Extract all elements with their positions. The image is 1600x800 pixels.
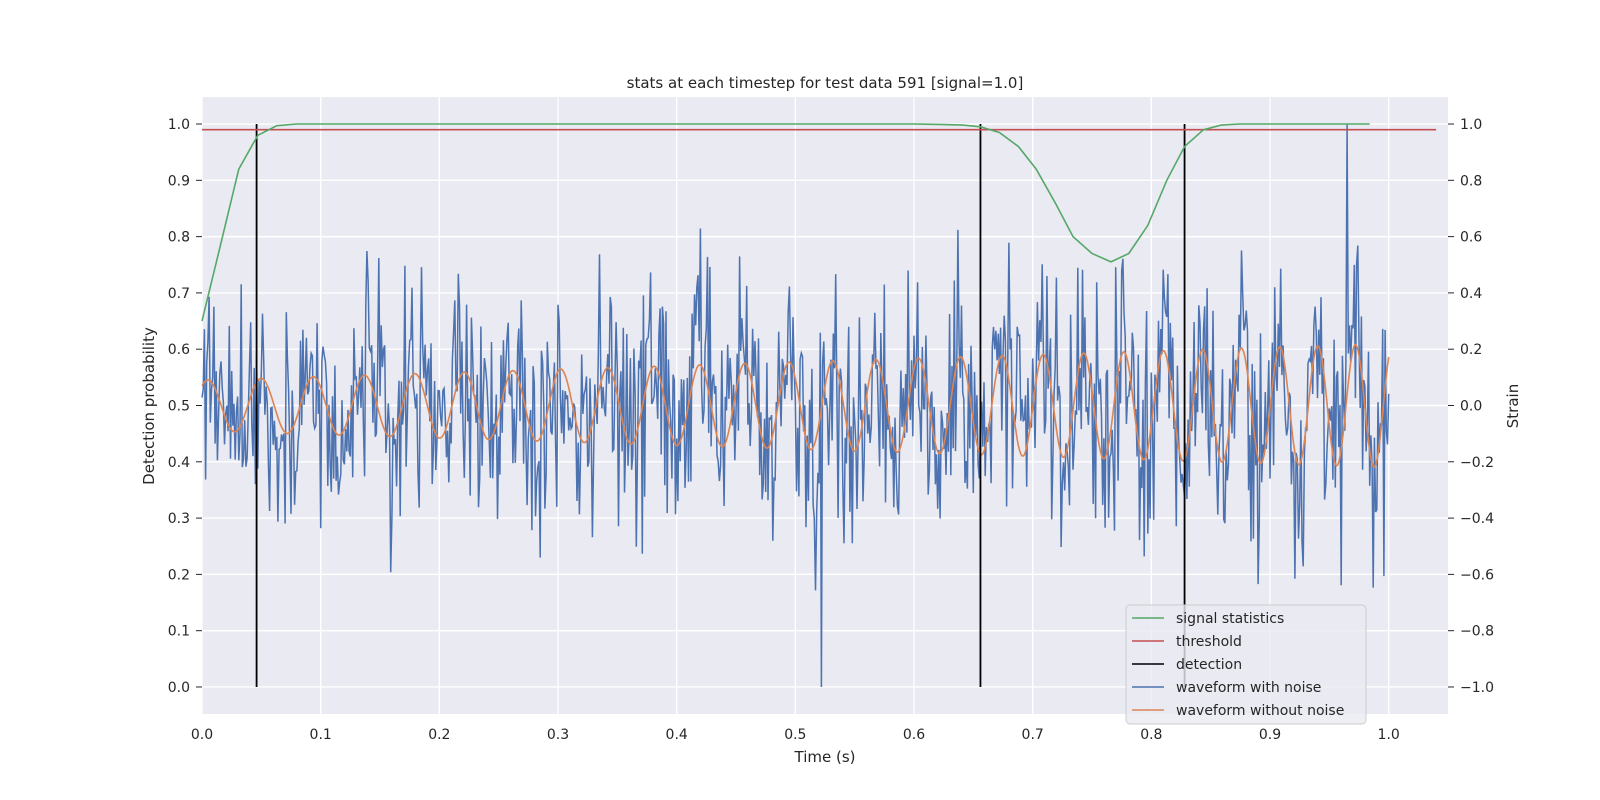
- legend-label-detection: detection: [1176, 657, 1242, 673]
- y2-tick-label: −0.8: [1460, 624, 1494, 640]
- y-tick-label: 0.9: [168, 173, 190, 189]
- y2-tick-label: 0.0: [1460, 399, 1482, 415]
- y-tick-label: 0.2: [168, 567, 190, 583]
- y-tick-label: 0.6: [168, 342, 190, 358]
- y2-tick-label: 0.2: [1460, 342, 1482, 358]
- y2-tick-label: −0.6: [1460, 567, 1494, 583]
- tick-labels: 0.0 0.1 0.2 0.3 0.4 0.5 0.6 0.7 0.8 0.9 1.0 0.0 0.1 0…: [168, 117, 1494, 743]
- x-tick-label: 0.7: [1022, 727, 1044, 743]
- y2-axis-label: Strain: [1504, 384, 1522, 428]
- y-tick-label: 0.8: [168, 230, 190, 246]
- y-tick-label: 0.7: [168, 286, 190, 302]
- y-axis-label: Detection probability: [140, 327, 158, 485]
- legend-label-signal-statistics: signal statistics: [1176, 611, 1284, 627]
- chart-title: stats at each timestep for test data 591…: [627, 74, 1024, 92]
- y2-tick-label: 0.6: [1460, 230, 1482, 246]
- y-tick-label: 0.4: [168, 455, 190, 471]
- x-tick-label: 0.6: [903, 727, 925, 743]
- y2-tick-label: 0.8: [1460, 173, 1482, 189]
- series-layer: [201, 123, 1437, 688]
- y2-tick-label: 0.4: [1460, 286, 1482, 302]
- legend: signal statistics threshold detection wa…: [1125, 604, 1367, 725]
- y-tick-label: 0.1: [168, 624, 190, 640]
- y-tick-label: 0.5: [168, 399, 190, 415]
- legend-label-threshold: threshold: [1176, 634, 1242, 650]
- x-tick-label: 0.8: [1140, 727, 1162, 743]
- y-tick-label: 0.0: [168, 680, 190, 696]
- x-tick-label: 1.0: [1378, 727, 1400, 743]
- series-waveform-without-noise: [201, 343, 1390, 468]
- y2-tick-label: −1.0: [1460, 680, 1494, 696]
- x-tick-label: 0.5: [784, 727, 806, 743]
- series-waveform-with-noise: [201, 123, 1390, 688]
- y2-tick-label: −0.2: [1460, 455, 1494, 471]
- series-signal-statistics: [201, 123, 1370, 322]
- x-tick-label: 0.0: [191, 727, 213, 743]
- x-tick-label: 0.4: [666, 727, 688, 743]
- x-tick-label: 0.9: [1259, 727, 1281, 743]
- x-tick-label: 0.3: [547, 727, 569, 743]
- legend-box: [1125, 604, 1367, 725]
- legend-label-waveform-without-noise: waveform without noise: [1176, 703, 1344, 719]
- x-tick-label: 0.2: [428, 727, 450, 743]
- legend-label-waveform-with-noise: waveform with noise: [1176, 680, 1321, 696]
- y2-tick-label: −0.4: [1460, 511, 1494, 527]
- y-tick-label: 0.3: [168, 511, 190, 527]
- x-tick-label: 0.1: [310, 727, 332, 743]
- y-tick-label: 1.0: [168, 117, 190, 133]
- y2-tick-label: 1.0: [1460, 117, 1482, 133]
- x-axis-label: Time (s): [794, 748, 856, 766]
